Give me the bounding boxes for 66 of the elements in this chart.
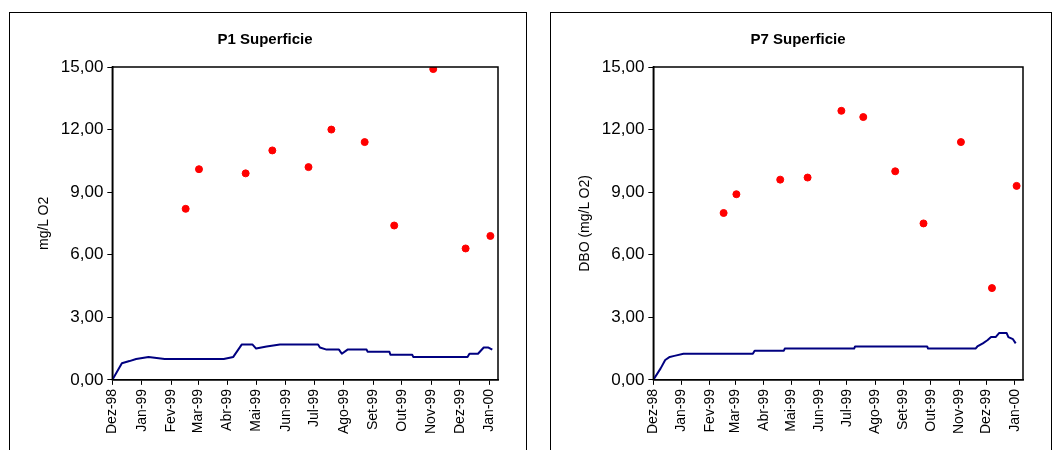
x-tick-label: Set-99 — [364, 388, 381, 431]
y-tick-label: 9,00 — [611, 181, 645, 201]
point — [195, 165, 203, 174]
point — [837, 106, 846, 115]
x-tick-label: Ago-99 — [334, 388, 351, 435]
point — [719, 209, 728, 217]
point — [486, 231, 495, 240]
x-tick-label: Jul-99 — [837, 388, 854, 427]
point — [859, 113, 868, 122]
x-tick-label: Fev-99 — [700, 388, 717, 433]
point — [919, 219, 928, 228]
chart-title: P1 Superficie — [217, 30, 313, 48]
x-tick-label: Ago-99 — [866, 388, 882, 435]
point — [327, 125, 336, 134]
x-tick-label: Dez-99 — [977, 388, 994, 434]
point — [461, 244, 470, 253]
point — [1012, 181, 1021, 190]
y-tick-label: 12,00 — [60, 119, 104, 139]
x-tick-label: Mar-99 — [188, 388, 205, 434]
x-tick-label: Mai-99 — [782, 388, 799, 432]
point — [181, 204, 190, 213]
y-tick-label: 0,00 — [611, 369, 645, 389]
point — [304, 163, 313, 172]
x-tick-label: Jul-99 — [305, 388, 322, 427]
x-tick-label: Jan-00 — [480, 388, 497, 432]
y-tick-label: 3,00 — [70, 306, 104, 326]
y-tick-label: 6,00 — [70, 244, 104, 264]
x-tick-label: Jan-99 — [672, 388, 689, 432]
y-tick-label: 9,00 — [70, 181, 104, 201]
x-tick-label: Nov-99 — [422, 388, 439, 434]
y-axis-title: mg/L O2 — [35, 196, 52, 251]
x-tick-label: Abr-99 — [754, 388, 771, 431]
x-tick-label: Jun-99 — [276, 388, 293, 432]
y-axis-title: DBO (mg/L O2) — [576, 175, 593, 272]
x-tick-label: Dez-98 — [644, 388, 661, 434]
y-tick-label: 6,00 — [611, 244, 645, 264]
x-tick-label: Mar-99 — [726, 388, 743, 434]
y-tick-label: 15,00 — [60, 56, 104, 76]
y-tick-label: 3,00 — [611, 306, 645, 326]
x-tick-label: Abr-99 — [218, 388, 235, 431]
point — [732, 190, 741, 199]
point — [360, 138, 369, 147]
point — [803, 173, 812, 182]
point — [241, 169, 250, 178]
x-tick-label: Out-99 — [921, 388, 938, 432]
point — [429, 67, 438, 74]
x-tick-label: Set-99 — [894, 388, 911, 431]
chart-title: P7 Superficie — [750, 30, 846, 48]
y-tick-label: 15,00 — [601, 56, 645, 76]
x-tick-label: Jan-00 — [1005, 388, 1022, 432]
x-tick-label: Dez-99 — [450, 388, 467, 434]
point — [987, 284, 996, 293]
point — [268, 146, 277, 155]
x-tick-label: Out-99 — [392, 388, 409, 432]
x-tick-label: Nov-99 — [949, 388, 966, 434]
point — [776, 175, 785, 184]
point — [891, 167, 900, 176]
x-tick-label: Dez-98 — [103, 388, 120, 434]
point — [390, 221, 399, 230]
y-tick-label: 0,00 — [70, 369, 104, 389]
point — [956, 138, 965, 147]
y-tick-label: 12,00 — [601, 119, 645, 139]
x-tick-label: Jun-99 — [810, 388, 827, 432]
x-tick-label: Fev-99 — [162, 388, 179, 433]
x-tick-label: Jan-99 — [132, 388, 149, 432]
x-tick-label: Mai-99 — [246, 388, 263, 432]
